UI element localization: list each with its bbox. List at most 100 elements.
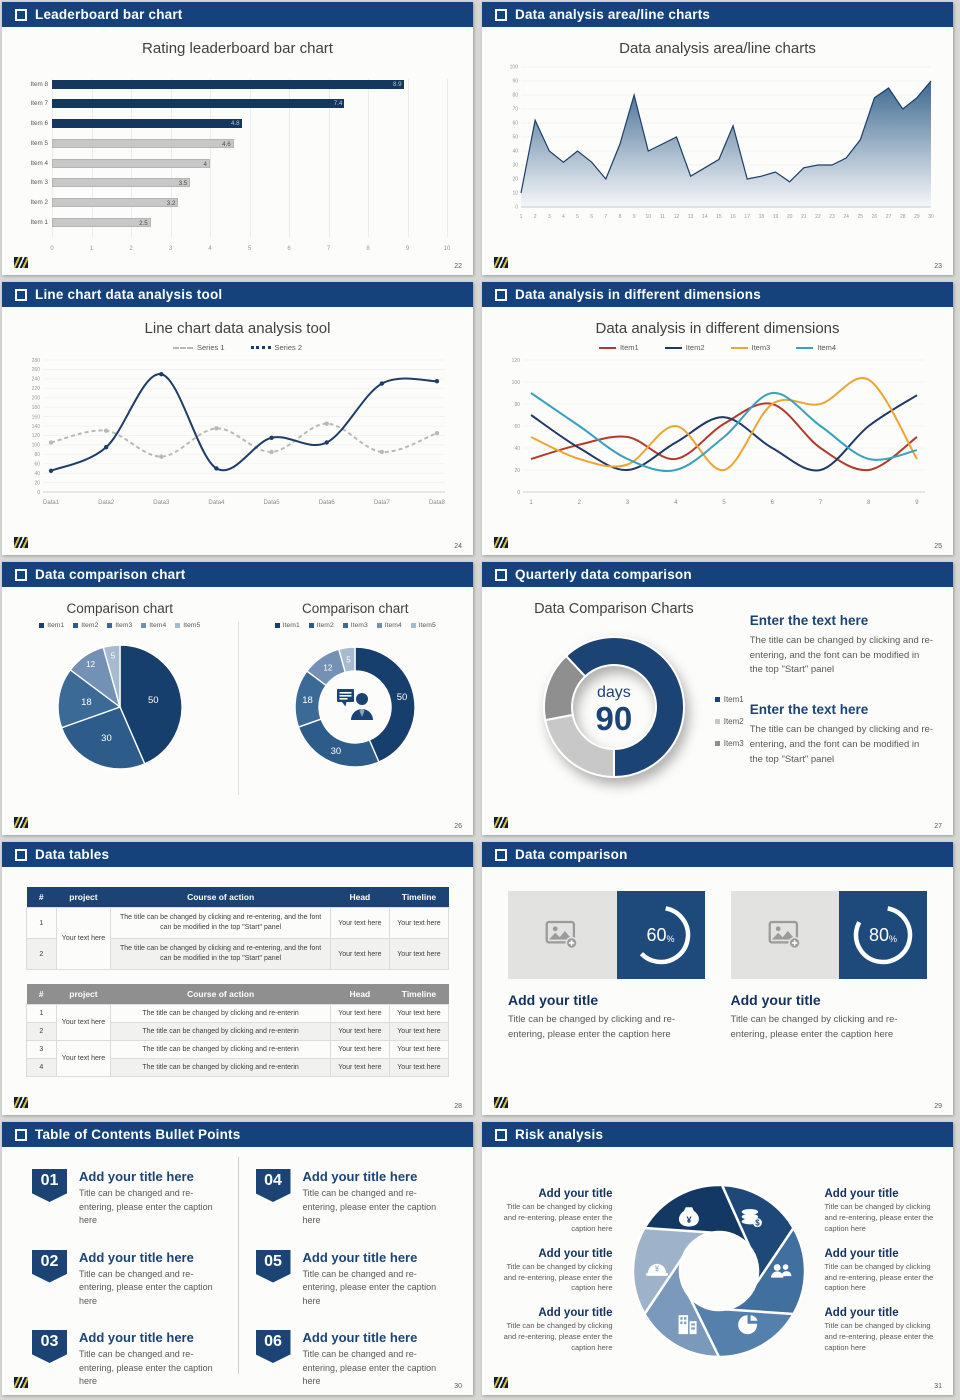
slide-area-chart[interactable]: Data analysis area/line charts Data anal…: [482, 2, 953, 275]
gridline: [170, 79, 172, 237]
series-Item2: [529, 394, 917, 472]
brand-logo: [494, 537, 508, 548]
legend-marker: [274, 623, 280, 628]
svg-text:26: 26: [871, 214, 877, 220]
toc-caption: Title can be changed and re-entering, pl…: [79, 1188, 213, 1225]
svg-text:Data2: Data2: [98, 500, 115, 506]
legend-marker: [664, 346, 682, 349]
area-line: [519, 80, 931, 194]
block-caption: Title can be changed by clicking and re-…: [824, 1202, 934, 1233]
legend-marker: [342, 623, 348, 628]
series-Item3: [530, 377, 918, 472]
col-header: Timeline: [389, 887, 449, 908]
coins-icon: $: [741, 1208, 762, 1227]
svg-text:15: 15: [716, 214, 722, 220]
svg-text:180: 180: [31, 405, 40, 411]
card-title: Add your title: [730, 992, 821, 1008]
svg-text:17: 17: [744, 214, 750, 220]
slide-leaderboard-bar-chart[interactable]: Leaderboard bar chart Rating leaderboard…: [2, 2, 473, 275]
page-number: 24: [454, 543, 462, 550]
square-bullet-icon: [15, 568, 27, 581]
bar: 3.2: [52, 198, 179, 207]
legend-item: Item3: [714, 739, 744, 748]
slide-toc-bullets[interactable]: Table of Contents Bullet Points 01 Add yo…: [2, 1122, 473, 1395]
vertical-divider: [237, 621, 239, 796]
slide-quarterly-comparison[interactable]: Quarterly data comparison Data Compariso…: [482, 562, 953, 835]
block-heading: Add your title: [824, 1307, 899, 1320]
slide-progress-comparison[interactable]: Data comparison: [482, 842, 953, 1115]
gridline: [131, 79, 132, 237]
slice: [338, 646, 356, 674]
toc-title: Add your title here: [79, 1249, 194, 1265]
square-bullet-icon: [15, 848, 27, 861]
bar: 2.5: [52, 217, 151, 227]
slide-risk-analysis[interactable]: Risk analysis Add your title Title can be…: [482, 1122, 953, 1395]
cell-timeline: Your text here: [388, 1040, 450, 1059]
svg-text:4: 4: [674, 500, 678, 506]
series-Series 2: [50, 373, 437, 472]
x-tick-label: 4: [208, 246, 212, 252]
svg-text:20: 20: [34, 480, 40, 486]
slide-pie-comparison[interactable]: Data comparison chart Comparison chart I…: [2, 562, 473, 835]
block-heading: Enter the text here: [749, 613, 869, 628]
cell-action: The title can be changed by clicking and…: [110, 1022, 331, 1041]
legend-label: Series 2: [274, 343, 303, 352]
risk-text-block: Add your title Title can be changed by cl…: [492, 1307, 613, 1354]
x-tick-label: 2: [129, 246, 133, 252]
slide-data-tables[interactable]: Data tables # project Course of action H…: [2, 842, 473, 1115]
svg-text:3: 3: [625, 500, 629, 506]
brand-logo: [14, 537, 28, 548]
slide-header: Risk analysis: [482, 1122, 953, 1147]
bar-row: Item 7 7.4: [31, 99, 447, 109]
bar-category-label: Item 2: [30, 199, 49, 206]
chart-title: Comparison chart: [301, 601, 409, 616]
number-badge: 05: [255, 1249, 291, 1283]
risk-pinwheel-diagram: $ ¥ ¥: [631, 1183, 806, 1359]
cell-head: Your text here: [329, 1040, 390, 1059]
svg-text:0: 0: [517, 490, 520, 496]
block-caption: Title can be changed by clicking and re-…: [503, 1321, 613, 1353]
legend-label: Series 1: [196, 343, 225, 352]
svg-text:3: 3: [547, 214, 550, 220]
legend-item: Item3: [107, 622, 132, 629]
svg-text:40: 40: [512, 149, 518, 155]
brand-logo: [494, 817, 508, 828]
page-number: 29: [934, 1103, 942, 1110]
brand-logo: [494, 257, 508, 268]
square-bullet-icon: [15, 8, 27, 21]
svg-text:50: 50: [512, 135, 518, 141]
legend-marker: [175, 623, 181, 628]
slide-header: Data analysis in different dimensions: [482, 282, 953, 307]
slide-header: Quarterly data comparison: [482, 562, 953, 587]
bar-row: Item 8 8.9: [31, 79, 447, 89]
svg-text:100: 100: [509, 65, 518, 71]
cell-index: 1: [26, 907, 57, 939]
gridline: [210, 79, 211, 237]
legend-marker: [730, 346, 748, 349]
block-caption: Title can be changed by clicking and re-…: [824, 1321, 934, 1353]
slide-dimension-lines[interactable]: Data analysis in different dimensions Da…: [482, 282, 953, 555]
svg-text:60: 60: [514, 424, 520, 430]
progress-ring-80: [853, 905, 913, 965]
svg-text:220: 220: [31, 386, 40, 392]
bar-category-label: Item 6: [30, 120, 49, 127]
chart-title: Comparison chart: [66, 601, 174, 616]
slide-header: Line chart data analysis tool: [2, 282, 473, 307]
legend-item: Item2: [73, 622, 98, 629]
slide-header-title: Data comparison: [515, 847, 628, 862]
slide-header-title: Quarterly data comparison: [515, 567, 692, 582]
gridline: [249, 79, 251, 237]
page-number: 23: [934, 263, 942, 270]
svg-text:40: 40: [514, 446, 520, 452]
bar-category-label: Item 3: [30, 179, 49, 187]
pie-legend: Item1 Item2 Item3 Item4 Item5: [274, 622, 436, 629]
svg-text:1: 1: [519, 214, 522, 220]
brand-logo: [14, 1377, 28, 1388]
slide-line-chart[interactable]: Line chart data analysis tool Line chart…: [2, 282, 473, 555]
table-row: 2 The title can be changed by clicking a…: [26, 938, 450, 970]
bar: 4.6: [52, 138, 234, 148]
x-tick-label: 7: [326, 246, 331, 252]
svg-text:2: 2: [533, 214, 536, 220]
svg-text:2: 2: [577, 500, 581, 506]
